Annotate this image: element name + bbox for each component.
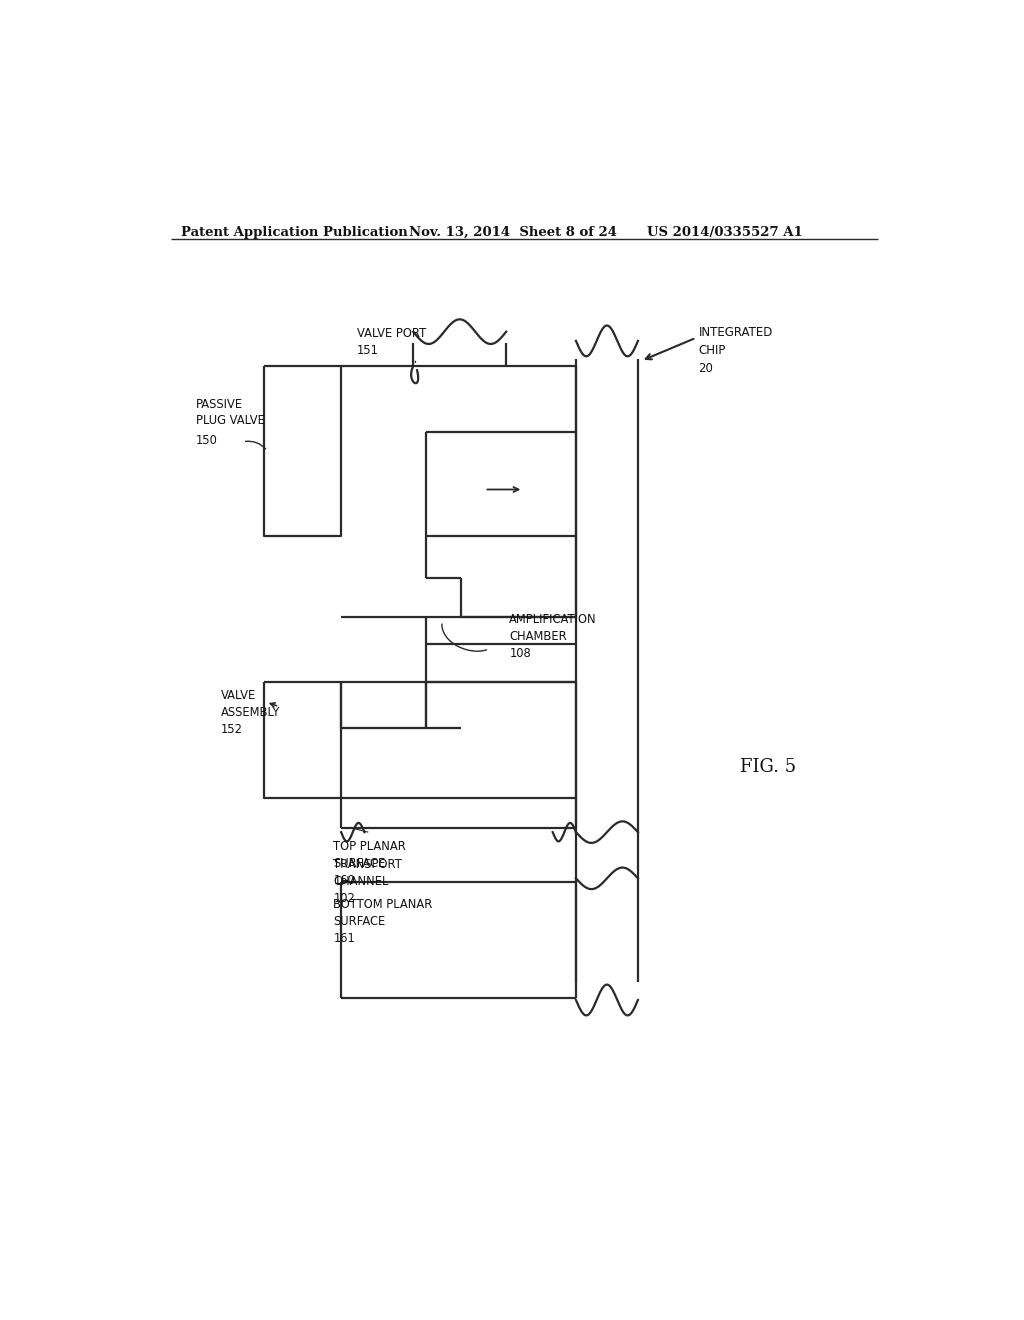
Text: 150: 150 [197,434,218,447]
Text: BOTTOM PLANAR
SURFACE
161: BOTTOM PLANAR SURFACE 161 [334,898,433,945]
Text: Nov. 13, 2014  Sheet 8 of 24: Nov. 13, 2014 Sheet 8 of 24 [410,226,617,239]
Text: INTEGRATED
CHIP
20: INTEGRATED CHIP 20 [698,326,773,375]
Text: FIG. 5: FIG. 5 [740,758,797,776]
Text: AMPLIFICATION
CHAMBER
108: AMPLIFICATION CHAMBER 108 [509,612,597,660]
Text: VALVE PORT
151: VALVE PORT 151 [356,327,426,358]
Text: VALVE
ASSEMBLY
152: VALVE ASSEMBLY 152 [221,689,281,737]
Text: Patent Application Publication: Patent Application Publication [180,226,408,239]
Text: PASSIVE
PLUG VALVE: PASSIVE PLUG VALVE [197,397,265,428]
Text: US 2014/0335527 A1: US 2014/0335527 A1 [647,226,803,239]
Text: TRANSPORT
CHANNEL
102: TRANSPORT CHANNEL 102 [334,858,402,904]
Text: TOP PLANAR
SURFACE
160: TOP PLANAR SURFACE 160 [334,840,407,887]
